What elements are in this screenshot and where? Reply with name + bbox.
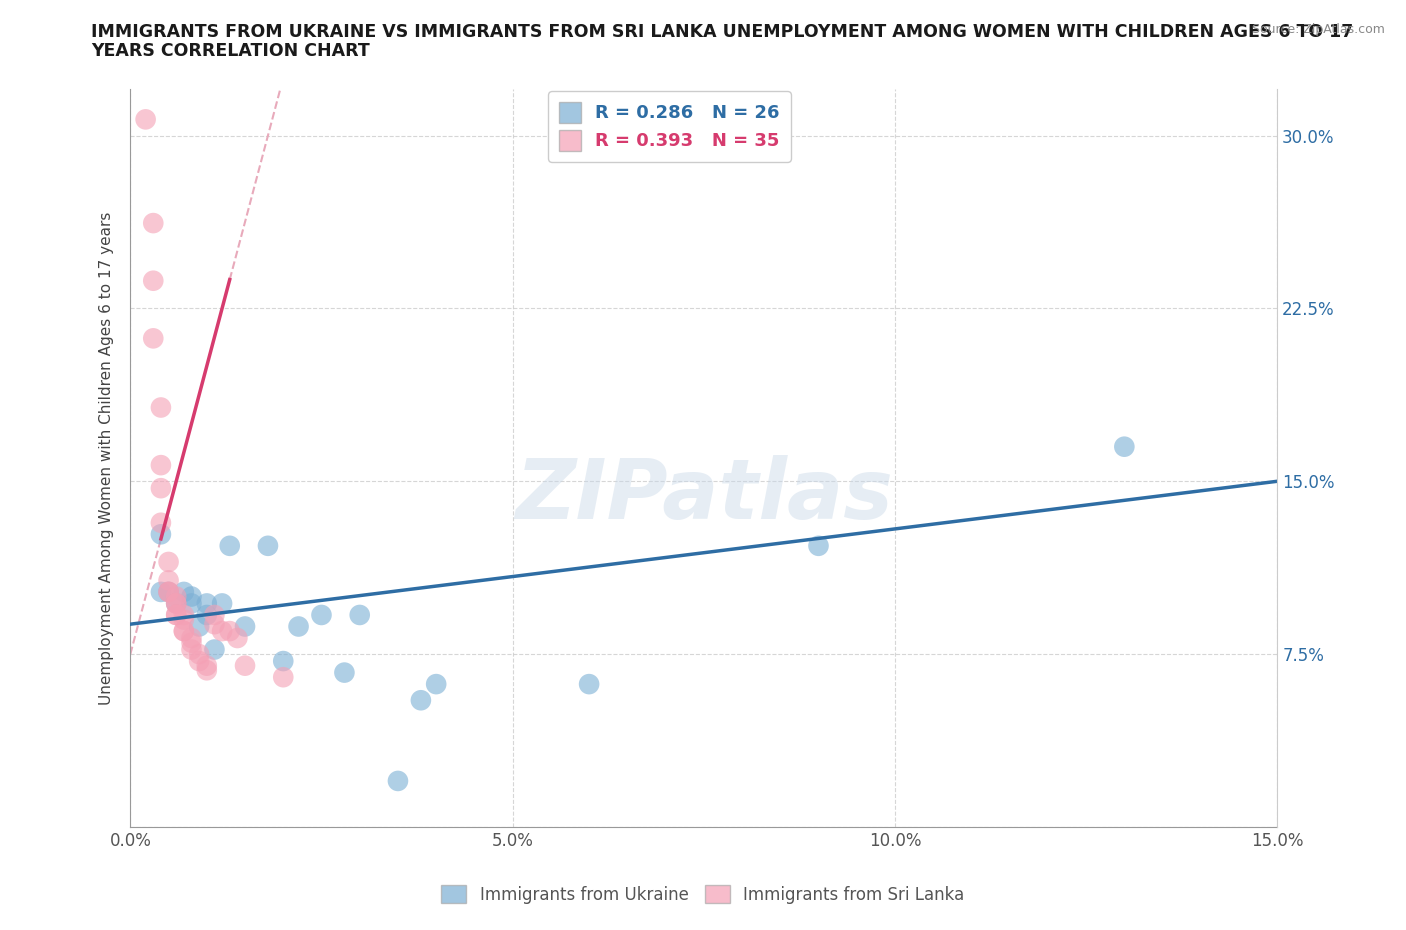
Point bbox=[349, 607, 371, 622]
Point bbox=[807, 538, 830, 553]
Point bbox=[387, 774, 409, 789]
Legend: R = 0.286   N = 26, R = 0.393   N = 35: R = 0.286 N = 26, R = 0.393 N = 35 bbox=[548, 91, 790, 162]
Point bbox=[188, 619, 211, 634]
Point bbox=[165, 607, 187, 622]
Point bbox=[173, 584, 195, 599]
Point bbox=[149, 481, 172, 496]
Point bbox=[1114, 439, 1136, 454]
Point bbox=[233, 619, 256, 634]
Point bbox=[165, 607, 187, 622]
Point bbox=[257, 538, 280, 553]
Point bbox=[149, 584, 172, 599]
Point bbox=[157, 573, 180, 588]
Point bbox=[180, 642, 202, 657]
Point bbox=[149, 515, 172, 530]
Point bbox=[142, 331, 165, 346]
Point bbox=[135, 112, 157, 126]
Point bbox=[173, 624, 195, 639]
Text: Source: ZipAtlas.com: Source: ZipAtlas.com bbox=[1251, 23, 1385, 36]
Point bbox=[233, 658, 256, 673]
Y-axis label: Unemployment Among Women with Children Ages 6 to 17 years: Unemployment Among Women with Children A… bbox=[100, 211, 114, 705]
Text: ZIPatlas: ZIPatlas bbox=[515, 455, 893, 536]
Point bbox=[180, 631, 202, 645]
Point bbox=[180, 589, 202, 604]
Point bbox=[195, 596, 218, 611]
Point bbox=[149, 458, 172, 472]
Point bbox=[204, 617, 226, 631]
Point bbox=[425, 677, 447, 692]
Point bbox=[287, 619, 309, 634]
Point bbox=[165, 596, 187, 611]
Point bbox=[311, 607, 333, 622]
Point bbox=[188, 654, 211, 669]
Legend: Immigrants from Ukraine, Immigrants from Sri Lanka: Immigrants from Ukraine, Immigrants from… bbox=[434, 879, 972, 910]
Point bbox=[180, 596, 202, 611]
Point bbox=[157, 584, 180, 599]
Point bbox=[165, 589, 187, 604]
Point bbox=[142, 216, 165, 231]
Point bbox=[195, 663, 218, 678]
Point bbox=[218, 624, 240, 639]
Point bbox=[173, 612, 195, 627]
Point bbox=[173, 607, 195, 622]
Point bbox=[218, 538, 240, 553]
Point bbox=[180, 635, 202, 650]
Point bbox=[188, 646, 211, 661]
Point bbox=[271, 654, 294, 669]
Text: YEARS CORRELATION CHART: YEARS CORRELATION CHART bbox=[91, 42, 370, 60]
Point bbox=[165, 596, 187, 611]
Point bbox=[271, 670, 294, 684]
Point bbox=[195, 658, 218, 673]
Point bbox=[204, 607, 226, 622]
Point bbox=[204, 642, 226, 657]
Point bbox=[409, 693, 432, 708]
Point bbox=[149, 400, 172, 415]
Point bbox=[578, 677, 600, 692]
Text: IMMIGRANTS FROM UKRAINE VS IMMIGRANTS FROM SRI LANKA UNEMPLOYMENT AMONG WOMEN WI: IMMIGRANTS FROM UKRAINE VS IMMIGRANTS FR… bbox=[91, 23, 1354, 41]
Point bbox=[149, 527, 172, 542]
Point bbox=[157, 554, 180, 569]
Point bbox=[333, 665, 356, 680]
Point bbox=[226, 631, 249, 645]
Point bbox=[211, 596, 233, 611]
Point bbox=[173, 624, 195, 639]
Point bbox=[211, 624, 233, 639]
Point bbox=[195, 607, 218, 622]
Point bbox=[157, 584, 180, 599]
Point bbox=[157, 584, 180, 599]
Point bbox=[165, 596, 187, 611]
Point bbox=[142, 273, 165, 288]
